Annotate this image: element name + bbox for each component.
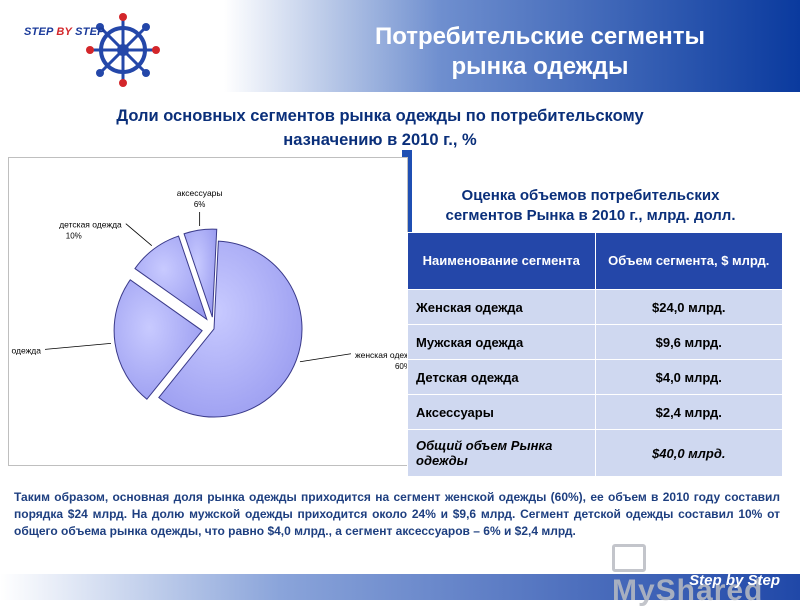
pie-category-label: мужская одежда xyxy=(9,345,41,355)
segments-table: Наименование сегмента Объем сегмента, $ … xyxy=(407,232,783,477)
table-row: Мужская одежда $9,6 млрд. xyxy=(407,324,783,360)
table-cell-volume: $2,4 млрд. xyxy=(594,394,783,430)
logo-text-step: STEP xyxy=(24,26,57,38)
pie-leader-line xyxy=(299,353,352,363)
table-row: Аксессуары $2,4 млрд. xyxy=(407,394,783,430)
table-total-row: Общий объем Рынка одежды $40,0 млрд. xyxy=(407,429,783,477)
chart-heading: Доли основных сегментов рынка одежды по … xyxy=(30,104,730,152)
pie-value-label: 6% xyxy=(194,200,206,209)
table-cell-volume: $9,6 млрд. xyxy=(594,324,783,360)
table-cell-name: Аксессуары xyxy=(407,394,596,430)
table-cell-name: Мужская одежда xyxy=(407,324,596,360)
pie-slice xyxy=(158,240,303,418)
pie-chart: женская одежда60%мужская одежда24%детска… xyxy=(0,188,420,418)
table-heading: Оценка объемов потребительских сегментов… xyxy=(418,186,763,226)
header-band xyxy=(0,0,800,92)
pie-leader-line xyxy=(44,342,112,350)
table-total-name: Общий объем Рынка одежды xyxy=(407,429,596,477)
pie-leader-line xyxy=(125,223,153,246)
column-header-volume: Объем сегмента, $ млрд. xyxy=(594,232,783,290)
pie-slice xyxy=(113,279,203,400)
table-cell-volume: $4,0 млрд. xyxy=(594,359,783,395)
pie-value-label: 60% xyxy=(395,362,407,371)
logo-text-step-2: STEP xyxy=(71,26,105,38)
table-heading-line1: Оценка объемов потребительских xyxy=(461,187,720,204)
table-total-volume: $40,0 млрд. xyxy=(594,429,783,477)
pie-category-label: женская одежда xyxy=(355,350,407,360)
table-row: Женская одежда $24,0 млрд. xyxy=(407,289,783,325)
table-cell-name: Детская одежда xyxy=(407,359,596,395)
table-header-row: Наименование сегмента Объем сегмента, $ … xyxy=(407,232,783,290)
page-title-line1: Потребительские сегменты xyxy=(374,23,706,50)
presentation-icon xyxy=(612,544,646,573)
chart-heading-line1: Доли основных сегментов рынка одежды по … xyxy=(116,107,644,125)
logo-text-by: BY xyxy=(56,26,72,38)
table-row: Детская одежда $4,0 млрд. xyxy=(407,359,783,395)
table-heading-line2: сегментов Рынка в 2010 г., млрд. долл. xyxy=(445,207,736,224)
pie-chart-panel: женская одежда60%мужская одежда24%детска… xyxy=(0,157,420,466)
pie-category-label: детская одежда xyxy=(59,220,122,230)
chart-heading-line2: назначению в 2010 г., % xyxy=(283,131,477,149)
pie-category-label: аксессуары xyxy=(177,188,223,198)
step-by-step-logo xyxy=(86,13,160,87)
page-title: Потребительские сегменты рынка одежды xyxy=(340,22,740,82)
table-cell-name: Женская одежда xyxy=(407,289,596,325)
footer-logo: Step by Step xyxy=(689,572,780,589)
summary-text: Таким образом, основная доля рынка одежд… xyxy=(14,490,780,538)
pie-slice xyxy=(134,235,208,321)
table-cell-volume: $24,0 млрд. xyxy=(594,289,783,325)
pie-value-label: 10% xyxy=(66,232,82,241)
pie-slice xyxy=(183,228,218,318)
column-header-name: Наименование сегмента xyxy=(407,232,596,290)
page-title-line2: рынка одежды xyxy=(451,53,629,80)
logo-text: STEP BY STEP xyxy=(24,26,105,38)
footer-band xyxy=(0,574,800,600)
